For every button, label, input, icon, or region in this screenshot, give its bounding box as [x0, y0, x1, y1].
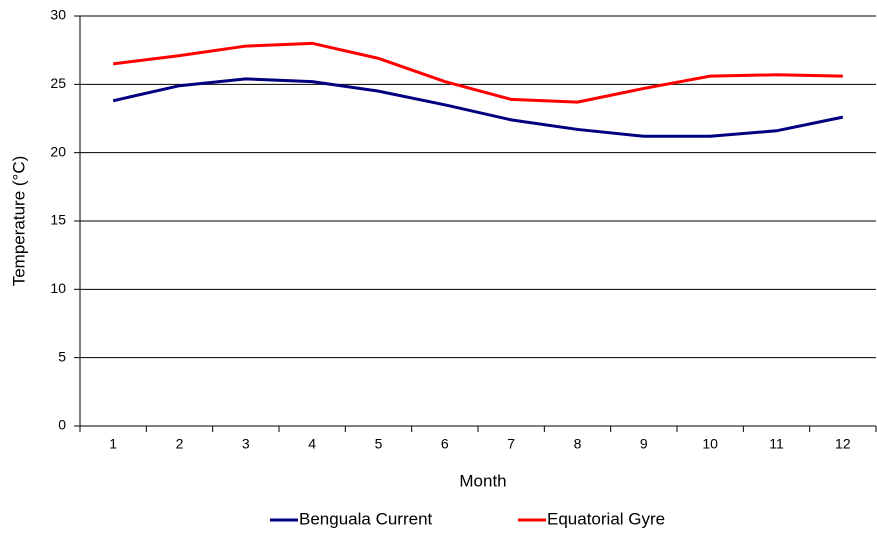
x-tick-label: 2 [176, 436, 184, 452]
series-line [112, 77, 844, 138]
legend-text: Equatorial Gyre [547, 509, 665, 528]
x-tick-label: 5 [375, 436, 383, 452]
y-tick-label: 25 [50, 75, 66, 91]
y-axis-title: Temperature (°C) [9, 156, 28, 287]
y-tick-label: 5 [58, 348, 66, 364]
x-tick-label: 4 [308, 436, 316, 452]
series-line [112, 41, 843, 104]
x-axis-title: Month [459, 471, 506, 490]
y-tick-label: 10 [50, 280, 66, 296]
x-tick-label: 11 [769, 436, 784, 452]
y-tick-label: 15 [50, 212, 66, 228]
x-tick-label: 12 [835, 436, 851, 452]
y-tick-label: 0 [58, 417, 66, 433]
x-tick-label: 3 [242, 436, 250, 452]
legend-text: Benguala Current [299, 509, 433, 528]
x-tick-label: 8 [574, 436, 582, 452]
x-tick-label: 7 [507, 436, 515, 452]
x-tick-label: 10 [702, 436, 718, 452]
y-tick-label: 30 [50, 7, 66, 23]
x-tick-label: 9 [640, 436, 648, 452]
x-tick-label: 6 [441, 436, 449, 452]
y-tick-label: 20 [50, 143, 66, 159]
x-tick-label: 1 [109, 436, 117, 452]
